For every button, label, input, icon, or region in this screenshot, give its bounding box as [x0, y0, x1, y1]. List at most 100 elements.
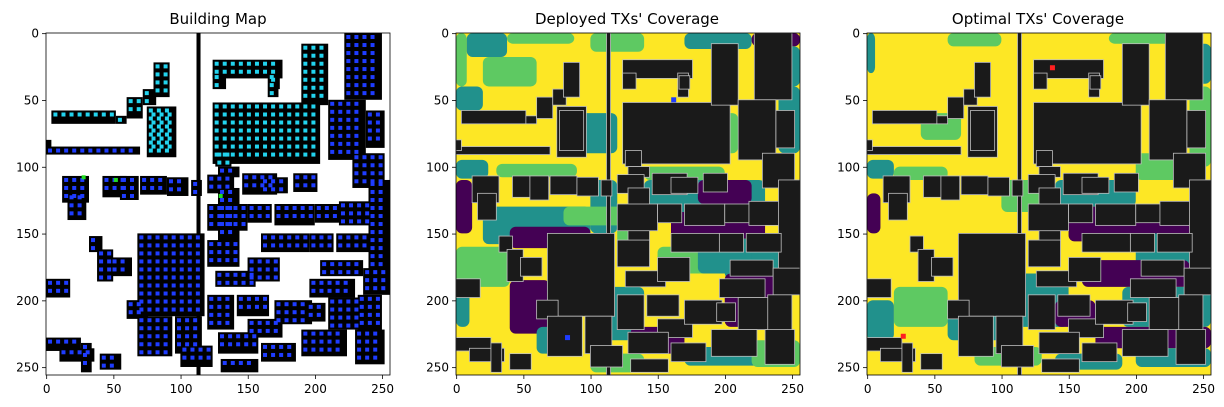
site-marker — [139, 291, 144, 296]
x-tick-label: 0 — [43, 382, 51, 396]
site-marker — [225, 280, 230, 285]
building — [729, 259, 774, 277]
transmitter-marker — [565, 335, 571, 341]
site-marker — [354, 51, 359, 56]
site-marker — [378, 206, 383, 211]
site-marker — [271, 69, 276, 74]
site-marker — [56, 339, 61, 344]
site-marker — [346, 243, 351, 248]
site-marker — [206, 347, 211, 352]
site-marker — [327, 347, 332, 352]
site-marker — [163, 334, 168, 339]
site-marker — [319, 347, 324, 352]
site-marker — [359, 296, 364, 301]
site-marker — [187, 299, 192, 304]
site-marker — [354, 323, 359, 328]
site-marker — [163, 283, 168, 288]
site-marker — [198, 355, 203, 360]
site-marker — [287, 128, 292, 133]
x-tick-label: 150 — [647, 382, 670, 396]
site-marker — [381, 286, 386, 291]
site-marker — [279, 344, 284, 349]
site-marker — [263, 112, 268, 117]
site-marker — [93, 112, 98, 117]
site-marker — [346, 51, 351, 56]
site-marker — [359, 320, 364, 325]
site-marker — [335, 339, 340, 344]
site-marker — [195, 291, 200, 296]
site-marker — [185, 318, 190, 323]
building — [309, 278, 356, 298]
site-marker — [56, 148, 61, 153]
site-marker — [195, 275, 200, 280]
site-marker — [139, 318, 144, 323]
site-marker — [338, 243, 343, 248]
site-marker — [80, 148, 85, 153]
site-marker — [69, 195, 74, 200]
site-marker — [225, 222, 230, 227]
site-marker — [72, 185, 77, 190]
site-marker — [269, 83, 274, 88]
site-marker — [64, 185, 69, 190]
site-marker — [263, 61, 268, 66]
site-marker — [354, 163, 359, 168]
site-marker — [346, 109, 351, 114]
site-marker — [156, 140, 161, 145]
site-marker — [217, 152, 222, 157]
building — [710, 329, 758, 357]
site-marker — [257, 259, 262, 264]
site-marker — [324, 214, 329, 219]
building — [772, 267, 800, 296]
site-marker — [139, 342, 144, 347]
site-marker — [230, 104, 235, 109]
x-tick-label: 100 — [991, 382, 1014, 396]
site-marker — [148, 116, 153, 121]
site-marker — [338, 323, 343, 328]
y-tick-label: 200 — [837, 294, 860, 308]
site-marker — [378, 230, 383, 235]
building — [748, 200, 782, 226]
site-marker — [217, 184, 222, 189]
site-marker — [222, 120, 227, 125]
site-marker — [193, 181, 198, 186]
site-marker — [349, 211, 354, 216]
site-marker — [273, 275, 278, 280]
site-marker — [378, 222, 383, 227]
site-marker — [330, 125, 335, 130]
site-marker — [107, 267, 112, 272]
site-marker — [271, 352, 276, 357]
building — [477, 192, 497, 221]
building — [1135, 203, 1164, 224]
site-marker — [151, 144, 156, 149]
site-marker — [220, 222, 225, 227]
site-marker — [64, 288, 69, 293]
site-marker — [319, 77, 324, 82]
site-marker — [112, 148, 117, 153]
site-marker — [362, 171, 367, 176]
building — [867, 139, 873, 151]
site-marker — [241, 280, 246, 285]
site-marker — [187, 283, 192, 288]
site-marker — [148, 140, 153, 145]
site-marker — [324, 206, 329, 211]
site-marker — [209, 242, 214, 247]
site-marker — [273, 328, 278, 333]
site-marker — [316, 214, 321, 219]
site-marker — [80, 193, 85, 198]
site-marker — [85, 112, 90, 117]
site-marker — [362, 179, 367, 184]
site-marker — [311, 347, 316, 352]
site-marker — [308, 206, 313, 211]
site-marker — [156, 132, 161, 137]
site-marker — [120, 259, 125, 264]
site-marker — [303, 53, 308, 58]
site-marker — [249, 320, 254, 325]
site-marker — [238, 128, 243, 133]
site-marker — [370, 214, 375, 219]
site-marker — [370, 91, 375, 96]
building — [901, 342, 914, 373]
site-marker — [319, 93, 324, 98]
site-marker — [214, 69, 219, 74]
site-marker — [263, 296, 268, 301]
building — [737, 99, 777, 161]
